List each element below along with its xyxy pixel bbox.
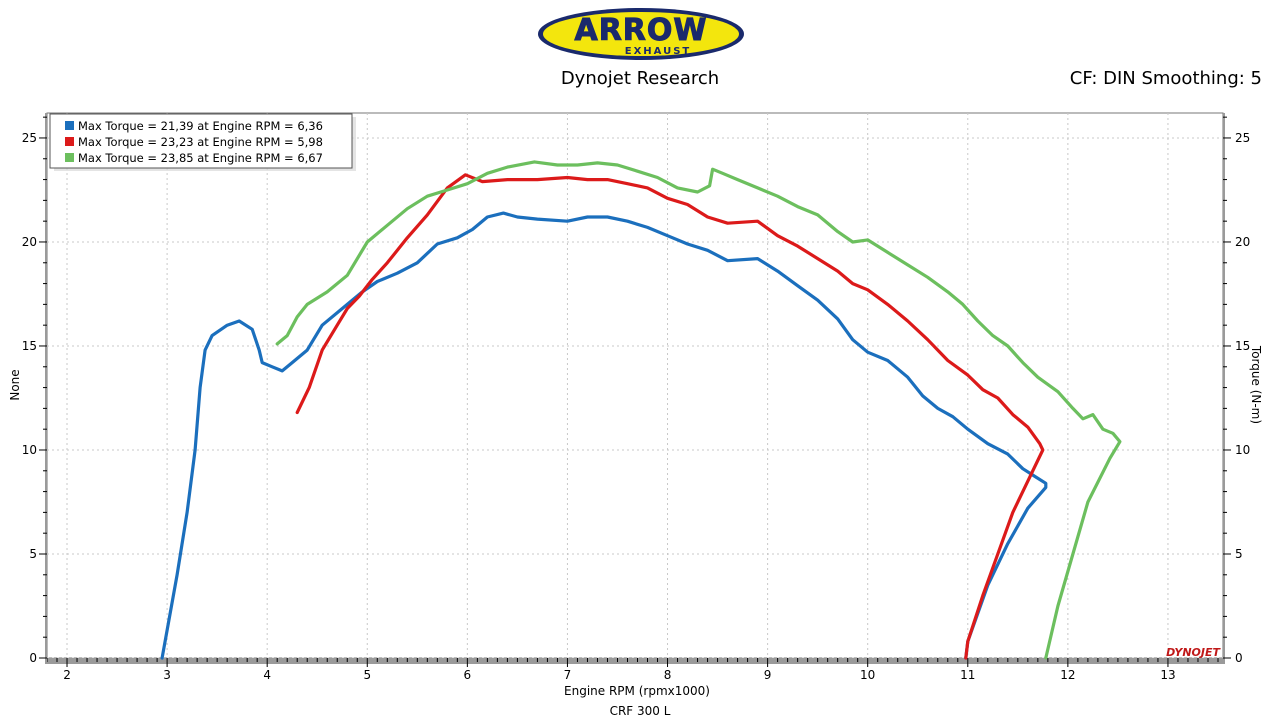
series-lines — [160, 160, 1122, 660]
y-left-tick-label: 0 — [29, 651, 37, 665]
plot-area — [46, 112, 1224, 659]
series-line-blue — [160, 211, 1048, 660]
legend-entry-green: Max Torque = 23,85 at Engine RPM = 6,67 — [78, 151, 323, 165]
x-tick-label: 4 — [263, 668, 271, 682]
y-left-tick-label: 5 — [29, 547, 37, 561]
y-left-tick-label: 10 — [22, 443, 37, 457]
legend[interactable]: Max Torque = 21,39 at Engine RPM = 6,36 … — [49, 113, 356, 171]
legend-swatch-red — [65, 137, 74, 146]
y-right-tick-label: 15 — [1235, 339, 1250, 353]
chart-subtitle: Dynojet Research — [560, 68, 720, 89]
y-axis-left: 0 5 10 15 20 25 — [22, 113, 47, 665]
y-axis-left-bar — [45, 113, 47, 664]
legend-entry-red: Max Torque = 23,23 at Engine RPM = 5,98 — [78, 135, 323, 149]
y-axis-right-bar — [1223, 113, 1225, 664]
x-axis-title: Engine RPM (rpmx1000) — [564, 684, 710, 698]
y-axis-right: 0 5 10 15 20 25 — [1223, 113, 1250, 665]
svg-text:ARROW: ARROW — [574, 13, 707, 48]
x-axis-bar — [47, 658, 1223, 664]
x-tick-label: 2 — [63, 668, 71, 682]
x-tick-label: 9 — [764, 668, 772, 682]
legend-swatch-blue — [65, 121, 74, 130]
cf-smoothing-label: CF: DIN Smoothing: 5 — [1069, 68, 1262, 89]
y-left-tick-label: 15 — [22, 339, 37, 353]
dynojet-watermark: DYNOJET — [1166, 646, 1221, 659]
x-tick-label: 11 — [960, 668, 975, 682]
svg-text:EXHAUST: EXHAUST — [625, 46, 692, 57]
arrow-exhaust-logo: ARROW EXHAUST — [538, 8, 744, 60]
x-axis: 2 3 4 5 6 7 8 9 10 11 12 13 — [46, 658, 1223, 682]
y-left-tick-label: 20 — [22, 235, 37, 249]
series-line-green — [275, 160, 1122, 660]
x-tick-label: 8 — [664, 668, 672, 682]
x-tick-label: 6 — [464, 668, 472, 682]
x-tick-label: 12 — [1060, 668, 1075, 682]
vehicle-label: CRF 300 L — [609, 704, 671, 718]
y-right-tick-label: 0 — [1235, 651, 1243, 665]
series-line-red — [295, 173, 1045, 660]
x-tick-label: 7 — [564, 668, 572, 682]
x-tick-label: 13 — [1160, 668, 1175, 682]
y-right-tick-label: 10 — [1235, 443, 1250, 457]
y-right-tick-label: 20 — [1235, 235, 1250, 249]
x-tick-label: 10 — [860, 668, 875, 682]
x-tick-label: 3 — [163, 668, 171, 682]
y-axis-left-title: None — [8, 369, 22, 400]
y-left-tick-label: 25 — [22, 131, 37, 145]
y-axis-right-title: Torque (N-m) — [1249, 345, 1263, 424]
legend-entry-blue: Max Torque = 21,39 at Engine RPM = 6,36 — [78, 119, 323, 133]
legend-swatch-green — [65, 153, 74, 162]
y-right-tick-label: 25 — [1235, 131, 1250, 145]
x-tick-label: 5 — [363, 668, 371, 682]
y-right-tick-label: 5 — [1235, 547, 1243, 561]
